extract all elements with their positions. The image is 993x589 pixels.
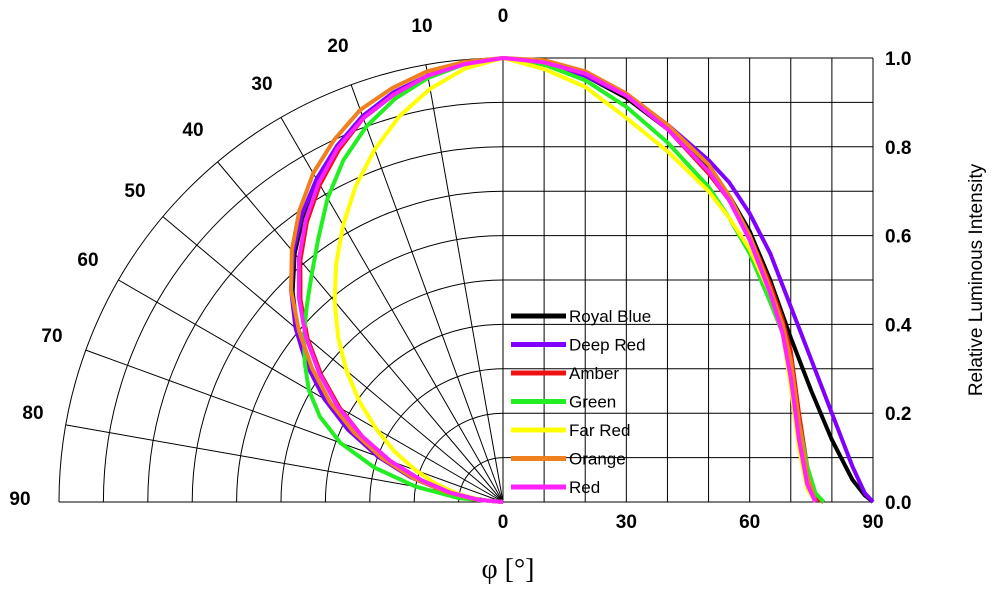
x-tick-label: 30 bbox=[616, 512, 637, 533]
polar-arc bbox=[413, 412, 504, 503]
series-lines bbox=[289, 56, 875, 504]
polar-tick-label: 90 bbox=[9, 489, 30, 510]
polar-arc bbox=[280, 279, 504, 503]
polar-spoke bbox=[425, 64, 504, 503]
polar-arc bbox=[191, 190, 504, 503]
tick-labels: 0 10 20 30 40 50 60 70 80 90 0 30 60 90 1.0 0.8 0.6 0.4 0.… bbox=[9, 6, 911, 533]
chart-grid bbox=[58, 57, 874, 503]
series-polar-line bbox=[298, 56, 504, 504]
y-tick-label: 0.0 bbox=[885, 493, 911, 514]
series-polar-line bbox=[289, 56, 504, 504]
polar-spoke bbox=[162, 216, 504, 503]
polar-arc bbox=[147, 146, 504, 503]
polar-tick-label: 40 bbox=[182, 120, 203, 141]
legend-entry: Red bbox=[569, 478, 600, 497]
x-tick-label: 0 bbox=[498, 512, 509, 533]
legend-entry: Orange bbox=[569, 450, 626, 469]
polar-tick-label: 20 bbox=[327, 36, 348, 57]
polar-arc bbox=[236, 235, 504, 503]
polar-arc bbox=[324, 323, 504, 503]
legend: Royal Blue Deep Red Amber Green Far Red Orang… bbox=[511, 307, 651, 497]
legend-entry: Royal Blue bbox=[569, 307, 651, 326]
polar-spoke bbox=[350, 84, 504, 503]
polar-tick-label: 70 bbox=[41, 326, 62, 347]
polar-tick-label: 30 bbox=[251, 74, 272, 95]
y-tick-label: 0.8 bbox=[885, 138, 911, 159]
series-polar-line bbox=[296, 56, 504, 504]
y-tick-label: 0.2 bbox=[885, 404, 911, 425]
polar-tick-label: 80 bbox=[22, 403, 43, 424]
x-axis-label: φ [°] bbox=[481, 554, 534, 585]
y-tick-label: 1.0 bbox=[885, 49, 911, 70]
polar-arc bbox=[58, 57, 504, 503]
polar-tick-label: 60 bbox=[77, 250, 98, 271]
polar-arc bbox=[369, 368, 504, 503]
series-polar-line bbox=[302, 56, 504, 504]
polar-tick-label: 0 bbox=[498, 6, 509, 27]
legend-entry: Green bbox=[569, 393, 616, 412]
polar-tick-label: 10 bbox=[411, 16, 432, 37]
legend-entry: Deep Red bbox=[569, 336, 646, 355]
polar-arc bbox=[102, 101, 504, 503]
legend-entry: Amber bbox=[569, 364, 619, 383]
x-tick-label: 60 bbox=[739, 512, 760, 533]
polar-spoke bbox=[217, 161, 504, 503]
series-polar-line bbox=[289, 56, 504, 504]
x-tick-label: 90 bbox=[862, 512, 883, 533]
series-polar-line bbox=[332, 56, 504, 504]
polar-spoke bbox=[85, 349, 504, 503]
y-tick-label: 0.4 bbox=[885, 315, 912, 336]
polar-tick-label: 50 bbox=[124, 181, 145, 202]
legend-entry: Far Red bbox=[569, 421, 630, 440]
y-tick-label: 0.6 bbox=[885, 227, 911, 248]
series-polar-line bbox=[290, 56, 504, 504]
series-cartesian-line bbox=[502, 56, 818, 503]
y-axis-label: Relative Luminous Intensity bbox=[966, 163, 987, 396]
